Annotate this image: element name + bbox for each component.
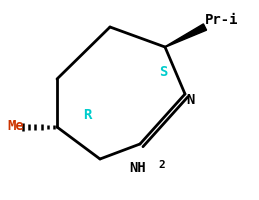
Text: Pr-i: Pr-i — [205, 13, 239, 27]
Text: N: N — [186, 93, 194, 106]
Text: NH: NH — [130, 160, 146, 174]
Text: 2: 2 — [158, 159, 165, 169]
Polygon shape — [165, 25, 207, 48]
Text: R: R — [83, 107, 91, 121]
Text: S: S — [159, 65, 167, 79]
Text: Me: Me — [8, 118, 24, 132]
